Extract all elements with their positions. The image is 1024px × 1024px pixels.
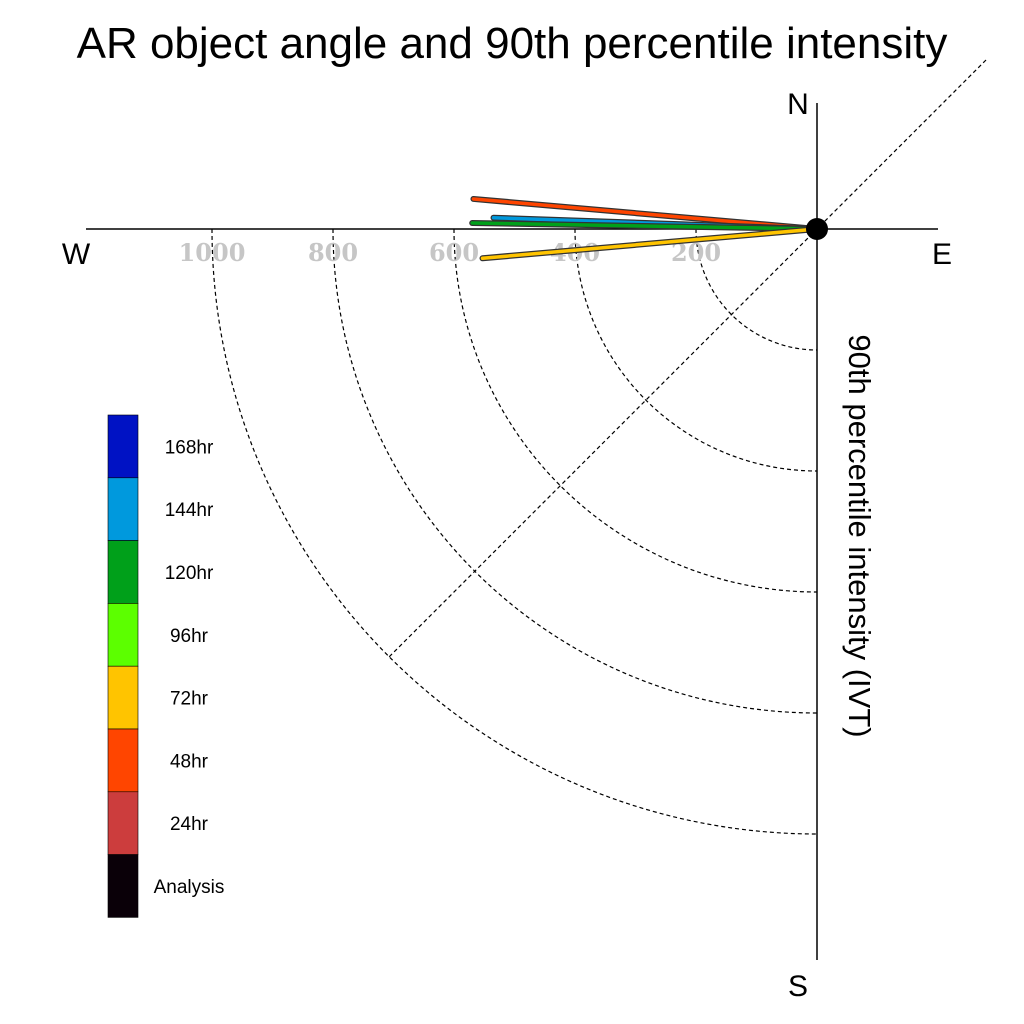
radial-tick-label-600: 600 bbox=[429, 238, 479, 267]
grid bbox=[211, 58, 988, 835]
grid-ring-1000 bbox=[211, 228, 818, 835]
legend-swatch-168hr bbox=[107, 414, 139, 479]
legend-label-Analysis: Analysis bbox=[154, 877, 225, 898]
legend-swatch-Analysis bbox=[107, 854, 139, 918]
legend-label-144hr: 144hr bbox=[165, 500, 214, 521]
legend-label-72hr: 72hr bbox=[170, 689, 209, 710]
radial-tick-labels: 2004006008001000 bbox=[179, 238, 721, 267]
legend-swatch-120hr bbox=[107, 540, 139, 604]
radial-tick-label-800: 800 bbox=[308, 238, 358, 267]
series-vector-48hr bbox=[471, 197, 819, 231]
legend-label-48hr: 48hr bbox=[170, 751, 209, 772]
series-vector-72hr bbox=[480, 227, 819, 261]
legend-swatch-24hr bbox=[107, 791, 139, 855]
compass-south: S bbox=[788, 970, 808, 1003]
grid-diagonal bbox=[388, 58, 988, 658]
compass-east: E bbox=[932, 238, 952, 271]
grid-ring-400 bbox=[574, 228, 818, 472]
compass-west: W bbox=[62, 238, 91, 271]
grid-ring-600 bbox=[453, 228, 818, 593]
radial-tick-label-1000: 1000 bbox=[179, 238, 246, 267]
y-axis-label: 90th percentile intensity (IVT) bbox=[842, 334, 877, 737]
legend: 168hr 144hr 120hr 96hr 72hr 48hr 24hr Analysis bbox=[107, 414, 225, 918]
legend-label-120hr: 120hr bbox=[165, 563, 214, 584]
legend-label-96hr: 96hr bbox=[170, 626, 209, 647]
chart-title: AR object angle and 90th percentile inte… bbox=[77, 19, 948, 68]
legend-swatch-48hr bbox=[107, 728, 139, 793]
series-vectors bbox=[469, 195, 820, 262]
series-vector-120hr bbox=[470, 221, 819, 231]
legend-swatch-96hr bbox=[107, 603, 139, 667]
legend-swatch-144hr bbox=[107, 477, 139, 541]
legend-label-24hr: 24hr bbox=[170, 814, 209, 835]
compass-north: N bbox=[787, 88, 809, 121]
legend-label-168hr: 168hr bbox=[165, 437, 214, 458]
legend-swatch-72hr bbox=[107, 665, 139, 730]
origin-marker bbox=[806, 218, 828, 240]
